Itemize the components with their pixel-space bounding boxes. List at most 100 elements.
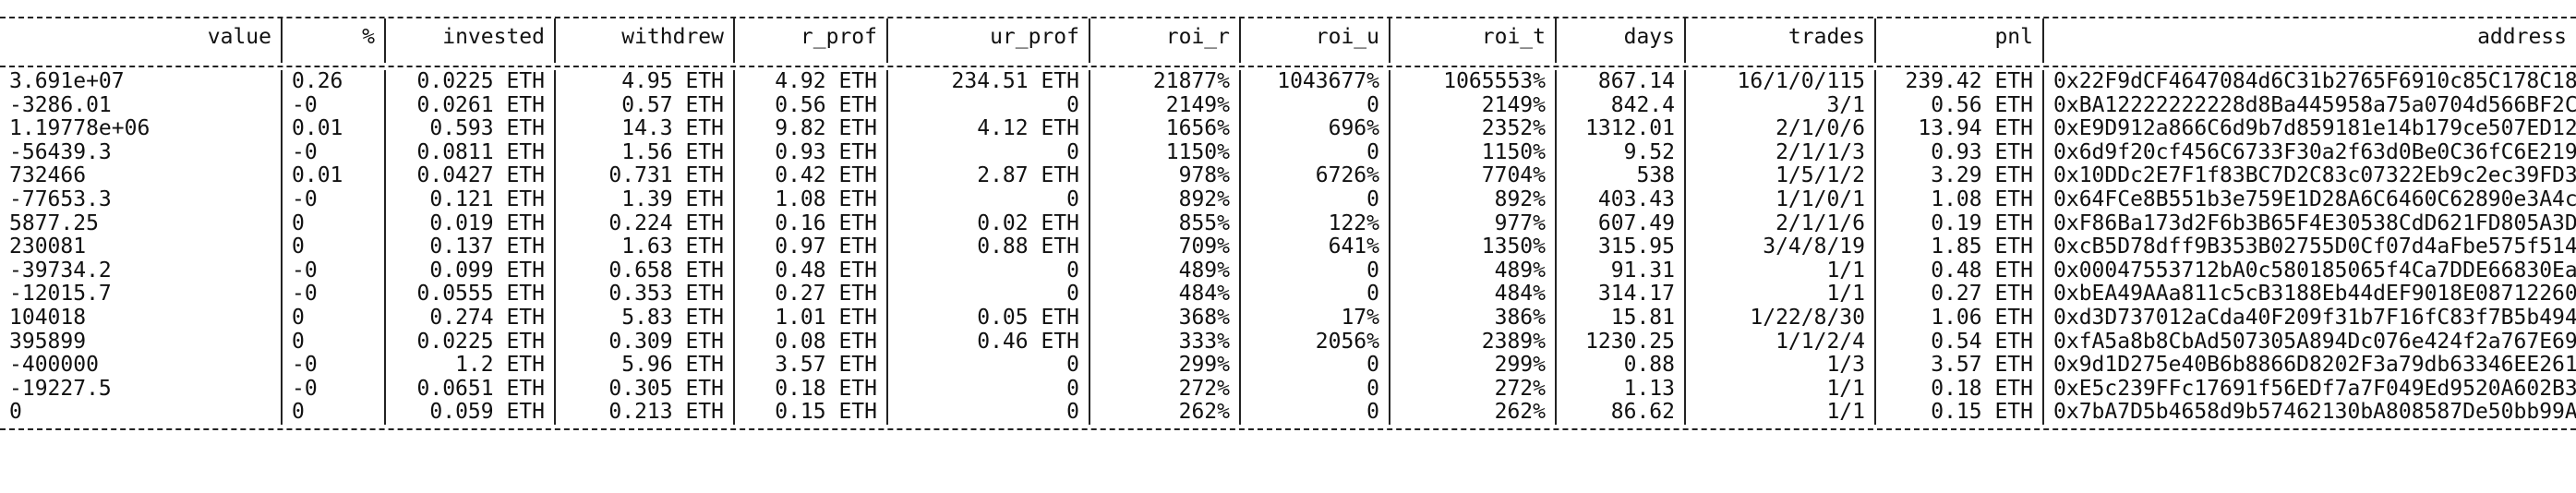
cell-r-prof: 0.15 ETH xyxy=(733,401,887,425)
cell-roi-r: 489% xyxy=(1089,259,1240,283)
cell-trades: 1/5/1/2 xyxy=(1684,164,1875,188)
cell-days: 842.4 xyxy=(1555,93,1685,118)
cell-pct: 0 xyxy=(281,306,385,331)
table-row: 230081 0 0.137 ETH 1.63 ETH 0.97 ETH 0.88 ETH… xyxy=(0,235,2576,259)
table-row: -400000 -0 1.2 ETH 5.96 ETH 3.57 ETH 0 299% 0 29… xyxy=(0,354,2576,378)
cell-days: 9.52 xyxy=(1555,140,1685,165)
cell-ur-prof: 0 xyxy=(886,187,1089,212)
cell-pnl: 0.27 ETH xyxy=(1874,283,2043,307)
cell-r-prof: 0.42 ETH xyxy=(733,164,887,188)
cell-pct: -0 xyxy=(281,140,385,165)
cell-trades: 3/1 xyxy=(1684,93,1875,118)
cell-r-prof: 0.16 ETH xyxy=(733,211,887,236)
cell-roi-u: 0 xyxy=(1239,354,1390,378)
cell-invested: 1.2 ETH xyxy=(384,354,555,378)
table-row: 5877.25 0 0.019 ETH 0.224 ETH 0.16 ETH 0.02 E… xyxy=(0,211,2576,236)
column-header-pct: % xyxy=(281,18,385,63)
table-top-border xyxy=(0,17,2576,18)
table-row: 1.19778e+06 0.01 0.593 ETH 14.3 ETH 9.82 ETH… xyxy=(0,117,2576,141)
cell-pnl: 0.15 ETH xyxy=(1874,401,2043,425)
table-row: 0 0 0.059 ETH 0.213 ETH 0.15 ETH 0 262% 0 262% 86… xyxy=(0,401,2576,425)
cell-ur-prof: 0.88 ETH xyxy=(886,235,1089,259)
cell-roi-t: 489% xyxy=(1389,259,1556,283)
column-header-withdrew: withdrew xyxy=(554,18,734,63)
column-header-roi-u: roi_u xyxy=(1239,18,1390,63)
cell-address: 0x9d1D275e40B6b8866D8202F3a79db63346EE26… xyxy=(2042,354,2576,378)
column-header-value: value xyxy=(207,25,271,49)
cell-ur-prof: 0 xyxy=(886,377,1089,402)
cell-r-prof: 0.08 ETH xyxy=(733,330,887,355)
cell-roi-r: 1150% xyxy=(1089,140,1240,165)
cell-pct: -0 xyxy=(281,187,385,212)
cell-r-prof: 0.27 ETH xyxy=(733,283,887,307)
cell-r-prof: 3.57 ETH xyxy=(733,354,887,378)
cell-ur-prof: 0 xyxy=(886,93,1089,118)
cell-invested: 0.274 ETH xyxy=(384,306,555,331)
column-header-address: address xyxy=(2042,18,2576,63)
cell-withdrew: 1.63 ETH xyxy=(554,235,734,259)
cell-roi-t: 484% xyxy=(1389,283,1556,307)
cell-address: 0x6d9f20cf456C6733F30a2f63d0Be0C36fC6E21… xyxy=(2042,140,2576,165)
table-row: 104018 0 0.274 ETH 5.83 ETH 1.01 ETH 0.05 ETH… xyxy=(0,306,2576,331)
cell-days: 91.31 xyxy=(1555,259,1685,283)
cell-address: 0x64FCe8B551b3e759E1D28A6C6460C62890e3A4… xyxy=(2042,187,2576,212)
cell-roi-r: 299% xyxy=(1089,354,1240,378)
cell-pnl: 239.42 ETH xyxy=(1874,70,2043,94)
cell-trades: 1/1/2/4 xyxy=(1684,330,1875,355)
cell-r-prof: 0.56 ETH xyxy=(733,93,887,118)
cell-ur-prof: 0 xyxy=(886,283,1089,307)
cell-value: -56439.3 xyxy=(9,140,112,164)
cell-days: 867.14 xyxy=(1555,70,1685,94)
cell-trades: 1/3 xyxy=(1684,354,1875,378)
cell-value: 230081 xyxy=(9,235,87,259)
cell-address: 0xfA5a8b8CbAd507305A894Dc076e424f2a767E6… xyxy=(2042,330,2576,355)
cell-roi-u: 122% xyxy=(1239,211,1390,236)
cell-r-prof: 1.08 ETH xyxy=(733,187,887,212)
cell-withdrew: 0.731 ETH xyxy=(554,164,734,188)
table-row: -56439.3 -0 0.0811 ETH 1.56 ETH 0.93 ETH 0 115… xyxy=(0,140,2576,165)
cell-pnl: 0.19 ETH xyxy=(1874,211,2043,236)
cell-days: 403.43 xyxy=(1555,187,1685,212)
cell-invested: 0.099 ETH xyxy=(384,259,555,283)
cell-invested: 0.0225 ETH xyxy=(384,70,555,94)
cell-ur-prof: 234.51 ETH xyxy=(886,70,1089,94)
cell-trades: 1/1 xyxy=(1684,377,1875,402)
cell-r-prof: 0.93 ETH xyxy=(733,140,887,165)
cell-roi-r: 978% xyxy=(1089,164,1240,188)
header-separator xyxy=(0,63,2576,70)
cell-ur-prof: 0 xyxy=(886,140,1089,165)
table-row: -12015.7 -0 0.0555 ETH 0.353 ETH 0.27 ETH 0 48… xyxy=(0,283,2576,307)
cell-roi-r: 272% xyxy=(1089,377,1240,402)
cell-roi-r: 855% xyxy=(1089,211,1240,236)
cell-roi-u: 641% xyxy=(1239,235,1390,259)
cell-roi-t: 1150% xyxy=(1389,140,1556,165)
cell-roi-r: 484% xyxy=(1089,283,1240,307)
cell-ur-prof: 0.02 ETH xyxy=(886,211,1089,236)
table-row: -3286.01 -0 0.0261 ETH 0.57 ETH 0.56 ETH 0 214… xyxy=(0,93,2576,118)
cell-roi-r: 2149% xyxy=(1089,93,1240,118)
cell-trades: 2/1/1/6 xyxy=(1684,211,1875,236)
cell-pnl: 1.06 ETH xyxy=(1874,306,2043,331)
cell-address: 0xbEA49AAa811c5cB3188Eb44dEF9018E0871226… xyxy=(2042,283,2576,307)
cell-pnl: 1.85 ETH xyxy=(1874,235,2043,259)
cell-invested: 0.0651 ETH xyxy=(384,377,555,402)
cell-withdrew: 0.213 ETH xyxy=(554,401,734,425)
cell-roi-r: 1656% xyxy=(1089,117,1240,141)
cell-withdrew: 0.658 ETH xyxy=(554,259,734,283)
column-header-trades: trades xyxy=(1684,18,1875,63)
cell-ur-prof: 0.05 ETH xyxy=(886,306,1089,331)
cell-pct: -0 xyxy=(281,259,385,283)
cell-pnl: 3.57 ETH xyxy=(1874,354,2043,378)
table-row: 732466 0.01 0.0427 ETH 0.731 ETH 0.42 ETH 2.8… xyxy=(0,164,2576,188)
cell-value: -3286.01 xyxy=(9,93,112,117)
cell-ur-prof: 0.46 ETH xyxy=(886,330,1089,355)
cell-pnl: 0.93 ETH xyxy=(1874,140,2043,165)
cell-trades: 1/1 xyxy=(1684,401,1875,425)
cell-invested: 0.121 ETH xyxy=(384,187,555,212)
cell-days: 607.49 xyxy=(1555,211,1685,236)
cell-value: 395899 xyxy=(9,330,87,354)
cell-roi-u: 0 xyxy=(1239,283,1390,307)
cell-pnl: 0.48 ETH xyxy=(1874,259,2043,283)
cell-r-prof: 0.48 ETH xyxy=(733,259,887,283)
cell-days: 315.95 xyxy=(1555,235,1685,259)
